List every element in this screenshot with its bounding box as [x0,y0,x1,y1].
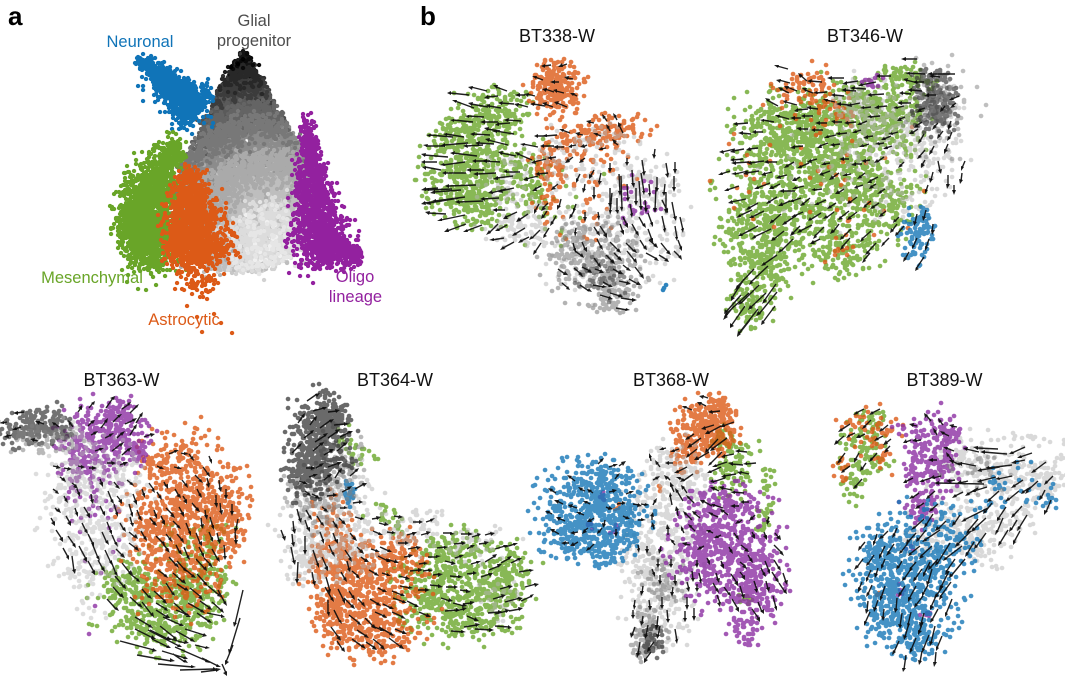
svg-text:progenitor: progenitor [217,32,292,50]
svg-text:Oligo: Oligo [336,268,375,286]
svg-text:BT368-W: BT368-W [633,370,709,390]
svg-text:BT364-W: BT364-W [357,370,433,390]
svg-text:Glial: Glial [237,12,270,30]
svg-text:Neuronal: Neuronal [107,33,174,51]
svg-text:BT389-W: BT389-W [906,370,982,390]
svg-text:a: a [8,1,23,31]
svg-text:BT346-W: BT346-W [827,26,903,46]
svg-text:Mesenchymal: Mesenchymal [41,269,143,287]
svg-text:Astrocytic: Astrocytic [148,311,220,329]
svg-text:BT363-W: BT363-W [83,370,159,390]
svg-text:b: b [420,1,436,31]
svg-text:lineage: lineage [329,288,382,306]
svg-text:BT338-W: BT338-W [519,26,595,46]
